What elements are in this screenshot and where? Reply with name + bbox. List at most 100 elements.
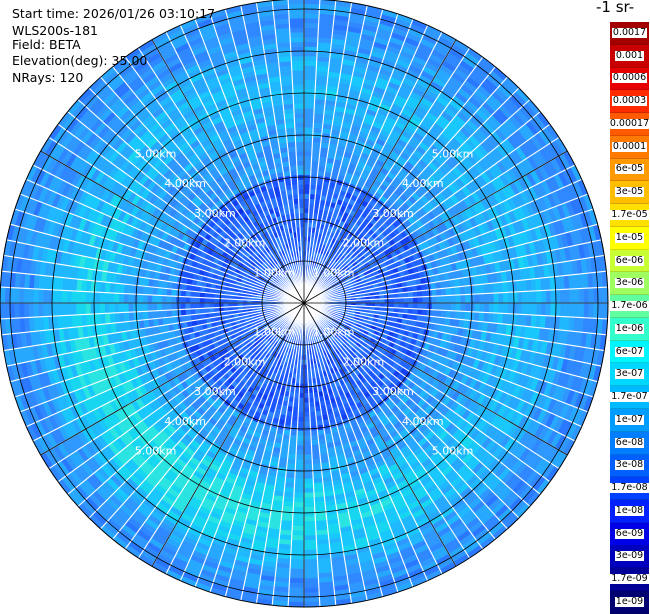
range-gate-cell (100, 292, 105, 303)
range-gate-cell (67, 291, 72, 303)
range-gate-cell (465, 312, 470, 321)
range-gate-cell (100, 303, 105, 314)
range-gate-cell (574, 303, 579, 317)
range-gate-cell (43, 303, 48, 317)
range-gate-cell (5, 287, 10, 303)
range-gate-cell (133, 303, 138, 312)
range-gate-cell (152, 287, 157, 295)
range-gate-cell (57, 290, 62, 303)
range-gate-cell (171, 310, 176, 317)
range-gate-cell (181, 297, 186, 304)
range-gate-cell (304, 507, 315, 512)
range-gate-cell (304, 441, 312, 446)
range-gate-cell (105, 293, 110, 303)
range-gate-cell (508, 303, 513, 314)
range-gate-cell (124, 294, 129, 303)
range-gate-cell (294, 493, 304, 498)
range-gate-cell (304, 474, 313, 479)
range-gate-cell (304, 550, 317, 555)
range-gate-cell (290, 569, 304, 574)
range-gate-cell (304, 526, 316, 531)
range-gate-cell (204, 298, 209, 303)
range-gate-cell (304, 521, 316, 526)
range-gate-cell (109, 303, 114, 313)
range-gate-cell (299, 398, 304, 403)
range-gate-cell (304, 578, 319, 583)
range-gate-cell (292, 416, 298, 421)
range-gate-cell (296, 460, 305, 465)
range-gate-cell (304, 540, 317, 545)
range-gate-cell (296, 445, 304, 450)
range-gate-cell (455, 311, 460, 319)
range-gate-cell (147, 295, 152, 303)
range-gate-cell (304, 469, 313, 474)
range-gate-cell (404, 303, 409, 309)
range-gate-cell (181, 290, 186, 297)
range-gate-cell (33, 303, 38, 317)
range-gate-cell (589, 303, 594, 318)
range-gate-cell (314, 487, 324, 493)
range-gate-cell (418, 303, 423, 309)
range-gate-cell (119, 293, 124, 303)
range-gate-cell (67, 303, 72, 315)
range-gate-cell (290, 564, 304, 569)
range-gate-cell (304, 535, 316, 540)
range-gate-cell (297, 436, 304, 441)
range-gate-cell (304, 498, 314, 503)
range-gate-cell (157, 295, 162, 303)
range-gate-cell (437, 303, 442, 310)
range-gate-cell (460, 311, 465, 320)
range-gate-cell (313, 464, 322, 469)
range-gate-cell (288, 449, 296, 454)
range-gate-cell (304, 479, 313, 484)
range-gate-cell (484, 303, 489, 313)
range-gate-cell (423, 303, 428, 310)
range-gate-cell (295, 464, 304, 469)
range-gate-cell (114, 313, 120, 323)
range-gate-cell (470, 303, 475, 312)
range-gate-cell (19, 303, 24, 318)
range-gate-cell (311, 431, 318, 436)
range-gate-cell (541, 303, 546, 316)
range-gate-cell (181, 309, 186, 316)
range-gate-cell (436, 310, 441, 317)
range-gate-cell (584, 303, 589, 318)
range-gate-cell (456, 303, 461, 311)
range-gate-cell (114, 293, 119, 303)
range-gate-cell (81, 291, 86, 303)
range-gate-cell (536, 303, 541, 315)
range-gate-cell (24, 288, 29, 303)
range-gate-cell (157, 311, 162, 319)
range-gate-cell (294, 488, 304, 493)
range-gate-cell (296, 450, 304, 455)
range-gate-cell (304, 445, 312, 450)
range-gate-cell (190, 297, 195, 303)
range-gate-cell (287, 464, 296, 469)
range-gate-cell (171, 303, 176, 310)
range-gate-cell (304, 488, 314, 493)
range-gate-cell (446, 311, 451, 319)
range-gate-cell (465, 303, 470, 312)
range-gate-cell (503, 303, 508, 314)
range-gate-cell (129, 312, 134, 322)
range-gate-cell (291, 540, 304, 545)
range-gate-cell (441, 310, 446, 318)
range-gate-cell (570, 303, 575, 317)
range-gate-cell (312, 459, 321, 464)
range-gate-cell (446, 303, 451, 311)
range-gate-cell (499, 303, 504, 313)
range-gate-cell (304, 422, 311, 427)
range-gate-cell (289, 583, 304, 588)
range-gate-cell (296, 455, 304, 460)
range-gate-cell (52, 290, 57, 303)
range-gate-cell (560, 303, 565, 317)
range-gate-cell (450, 311, 455, 319)
range-gate-cell (304, 502, 315, 507)
range-gate-cell (432, 303, 437, 310)
range-gate-cell (62, 303, 67, 316)
range-gate-cell (422, 309, 427, 316)
range-gate-cell (288, 454, 296, 459)
range-gate-cell (565, 303, 570, 317)
range-gate-cell (76, 303, 81, 315)
range-gate-cell (298, 417, 304, 422)
